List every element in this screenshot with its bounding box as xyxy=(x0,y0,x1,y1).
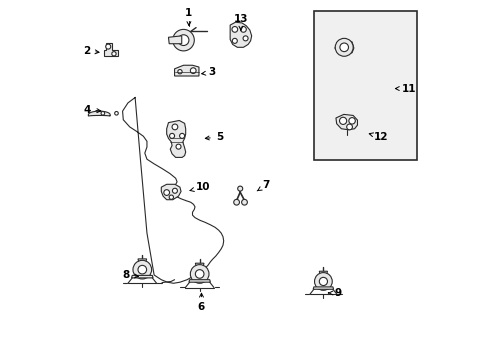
Text: 11: 11 xyxy=(395,84,416,94)
Circle shape xyxy=(348,118,355,124)
Circle shape xyxy=(190,265,208,283)
Polygon shape xyxy=(188,280,210,282)
Circle shape xyxy=(339,43,348,51)
Circle shape xyxy=(169,195,173,199)
Polygon shape xyxy=(230,22,251,47)
Polygon shape xyxy=(334,40,353,54)
Polygon shape xyxy=(319,271,327,274)
Circle shape xyxy=(176,144,181,149)
Circle shape xyxy=(231,27,237,32)
Circle shape xyxy=(237,186,242,191)
Text: 4: 4 xyxy=(83,105,101,115)
Text: 9: 9 xyxy=(328,288,341,298)
Circle shape xyxy=(172,124,178,130)
Bar xyxy=(314,12,416,160)
Polygon shape xyxy=(161,184,181,200)
Circle shape xyxy=(240,27,246,32)
Polygon shape xyxy=(335,114,357,130)
Text: 2: 2 xyxy=(83,46,99,56)
Polygon shape xyxy=(138,259,146,262)
Text: 7: 7 xyxy=(257,180,269,191)
Circle shape xyxy=(195,270,203,278)
Polygon shape xyxy=(312,287,333,289)
Circle shape xyxy=(243,36,247,41)
Circle shape xyxy=(101,112,104,115)
Circle shape xyxy=(314,273,331,290)
Circle shape xyxy=(179,134,184,138)
Circle shape xyxy=(190,68,196,73)
Circle shape xyxy=(339,117,346,125)
Circle shape xyxy=(163,190,169,195)
Circle shape xyxy=(112,51,116,56)
Circle shape xyxy=(115,112,118,115)
Text: 10: 10 xyxy=(190,182,210,192)
Circle shape xyxy=(138,265,146,274)
Circle shape xyxy=(172,30,194,51)
Polygon shape xyxy=(168,36,182,44)
Text: 13: 13 xyxy=(233,14,247,30)
Circle shape xyxy=(233,199,239,205)
Polygon shape xyxy=(166,121,185,157)
Circle shape xyxy=(241,199,247,205)
Polygon shape xyxy=(131,275,153,278)
Circle shape xyxy=(335,39,352,56)
Circle shape xyxy=(178,69,182,74)
Polygon shape xyxy=(195,263,203,266)
Circle shape xyxy=(346,124,352,130)
Circle shape xyxy=(169,134,174,138)
Circle shape xyxy=(319,277,327,285)
Text: 5: 5 xyxy=(205,132,223,142)
Polygon shape xyxy=(104,43,117,55)
Circle shape xyxy=(232,39,237,43)
Text: 6: 6 xyxy=(198,293,204,312)
Polygon shape xyxy=(88,111,110,116)
Text: 12: 12 xyxy=(368,132,387,142)
Text: 3: 3 xyxy=(202,67,215,77)
Circle shape xyxy=(178,35,188,45)
Text: 8: 8 xyxy=(122,270,138,280)
Circle shape xyxy=(105,44,110,49)
Polygon shape xyxy=(174,65,199,76)
Circle shape xyxy=(172,188,177,193)
Circle shape xyxy=(133,260,151,279)
Text: 1: 1 xyxy=(185,8,192,26)
